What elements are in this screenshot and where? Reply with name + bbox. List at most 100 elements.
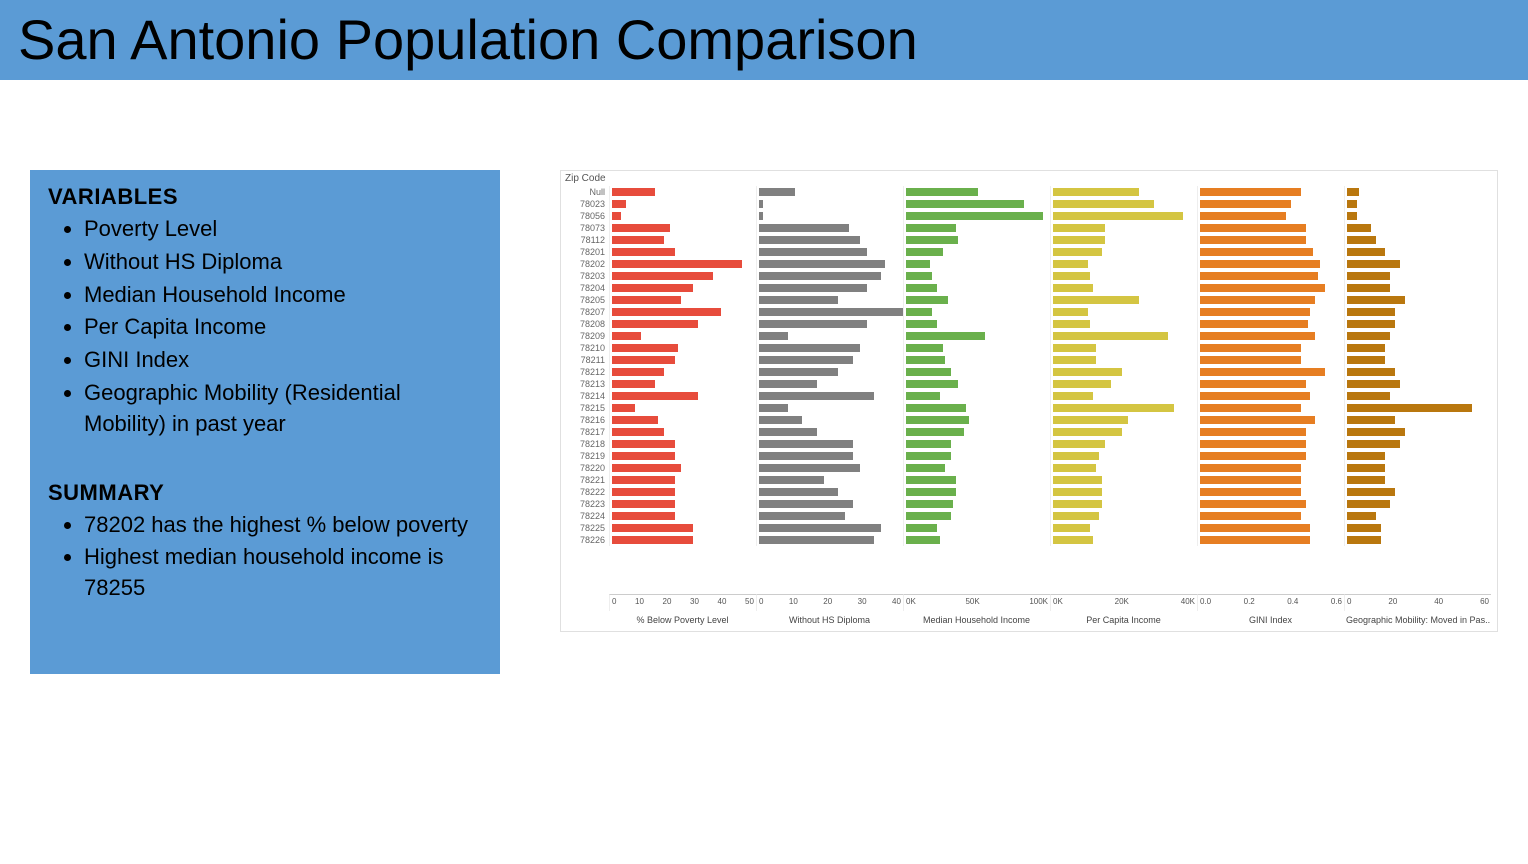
bar-cell bbox=[1197, 534, 1344, 546]
bar-cell bbox=[903, 342, 1050, 354]
bar bbox=[1200, 344, 1301, 352]
bar-cell bbox=[1050, 258, 1197, 270]
axis-tick-label: 30 bbox=[690, 597, 699, 611]
bar-cell bbox=[756, 342, 903, 354]
bar bbox=[1200, 272, 1318, 280]
bar-cell bbox=[1197, 354, 1344, 366]
bar-cell bbox=[609, 534, 756, 546]
zip-code-label: 78210 bbox=[561, 342, 609, 354]
summary-list: 78202 has the highest % below povertyHig… bbox=[48, 510, 482, 604]
bar-cell bbox=[1344, 510, 1491, 522]
bar bbox=[612, 200, 626, 208]
bar-cell bbox=[903, 426, 1050, 438]
bar bbox=[759, 344, 860, 352]
zip-code-label: 78207 bbox=[561, 306, 609, 318]
bar-cell bbox=[903, 306, 1050, 318]
bar bbox=[906, 296, 948, 304]
bar-cell bbox=[903, 222, 1050, 234]
bar bbox=[1200, 392, 1310, 400]
bar-cell bbox=[1344, 210, 1491, 222]
axis-tick-label: 40 bbox=[1434, 597, 1443, 611]
bar bbox=[759, 404, 788, 412]
content-area: VARIABLES Poverty LevelWithout HS Diplom… bbox=[0, 80, 1528, 674]
bar bbox=[759, 428, 817, 436]
bar bbox=[906, 356, 945, 364]
bar bbox=[1347, 404, 1472, 412]
bar bbox=[1347, 272, 1390, 280]
bar bbox=[612, 368, 664, 376]
bar bbox=[612, 524, 693, 532]
bar-cell bbox=[1197, 414, 1344, 426]
bar bbox=[612, 356, 675, 364]
bar bbox=[759, 536, 874, 544]
bar-cell bbox=[1197, 510, 1344, 522]
bar bbox=[1053, 272, 1090, 280]
bar-cell bbox=[1344, 378, 1491, 390]
bar bbox=[906, 344, 943, 352]
bar bbox=[612, 224, 670, 232]
bar-cell bbox=[1344, 462, 1491, 474]
bar bbox=[1200, 512, 1301, 520]
bar bbox=[906, 368, 951, 376]
bar-cell bbox=[1344, 450, 1491, 462]
bar-cell bbox=[1197, 390, 1344, 402]
bar-cell bbox=[903, 462, 1050, 474]
bar-cell bbox=[756, 450, 903, 462]
bar-cell bbox=[756, 282, 903, 294]
bar-cell bbox=[1197, 426, 1344, 438]
bar-cell bbox=[756, 474, 903, 486]
bar bbox=[612, 536, 693, 544]
zip-code-label: 78216 bbox=[561, 414, 609, 426]
zip-code-label: 78226 bbox=[561, 534, 609, 546]
bar bbox=[612, 272, 713, 280]
bar-cell bbox=[1050, 294, 1197, 306]
bar bbox=[906, 248, 943, 256]
bar bbox=[612, 500, 675, 508]
bar-cell bbox=[903, 258, 1050, 270]
bar bbox=[1347, 464, 1385, 472]
bar bbox=[906, 500, 953, 508]
bar-cell bbox=[609, 294, 756, 306]
bar bbox=[759, 476, 824, 484]
bar-cell bbox=[1197, 486, 1344, 498]
bar bbox=[612, 416, 658, 424]
bar bbox=[1200, 296, 1315, 304]
bar bbox=[1200, 284, 1325, 292]
zip-code-label: 78218 bbox=[561, 438, 609, 450]
bar bbox=[906, 476, 956, 484]
zip-code-label: 78219 bbox=[561, 450, 609, 462]
axis-tick-label: 100K bbox=[1029, 597, 1048, 611]
bar-cell bbox=[903, 282, 1050, 294]
bar bbox=[1200, 224, 1306, 232]
axis-tick-label: 0 bbox=[759, 597, 763, 611]
zip-code-label: 78225 bbox=[561, 522, 609, 534]
bar-cell bbox=[1050, 270, 1197, 282]
bar-cell bbox=[1197, 462, 1344, 474]
axis-ticks: 0K50K100K bbox=[903, 594, 1050, 611]
bar bbox=[1200, 452, 1306, 460]
bar bbox=[1347, 236, 1376, 244]
bar-cell bbox=[609, 390, 756, 402]
bar-cell bbox=[903, 318, 1050, 330]
bar bbox=[1347, 356, 1385, 364]
bar-cell bbox=[609, 462, 756, 474]
bar bbox=[1200, 476, 1301, 484]
axis-tick-label: 40 bbox=[718, 597, 727, 611]
bar bbox=[759, 188, 795, 196]
bar bbox=[1347, 524, 1381, 532]
bar bbox=[1347, 428, 1405, 436]
bar-cell bbox=[1197, 186, 1344, 198]
bar bbox=[906, 224, 956, 232]
bar bbox=[906, 440, 951, 448]
bar bbox=[1053, 224, 1105, 232]
bar bbox=[1200, 536, 1310, 544]
bar-cell bbox=[756, 258, 903, 270]
bar-cell bbox=[1197, 438, 1344, 450]
bar bbox=[1053, 500, 1102, 508]
bar bbox=[1053, 428, 1122, 436]
bar bbox=[1347, 248, 1385, 256]
zip-code-label: 78220 bbox=[561, 462, 609, 474]
chart-grid: Null780237805678073781127820178202782037… bbox=[561, 186, 1497, 594]
bar-cell bbox=[609, 270, 756, 282]
bar bbox=[1200, 332, 1315, 340]
